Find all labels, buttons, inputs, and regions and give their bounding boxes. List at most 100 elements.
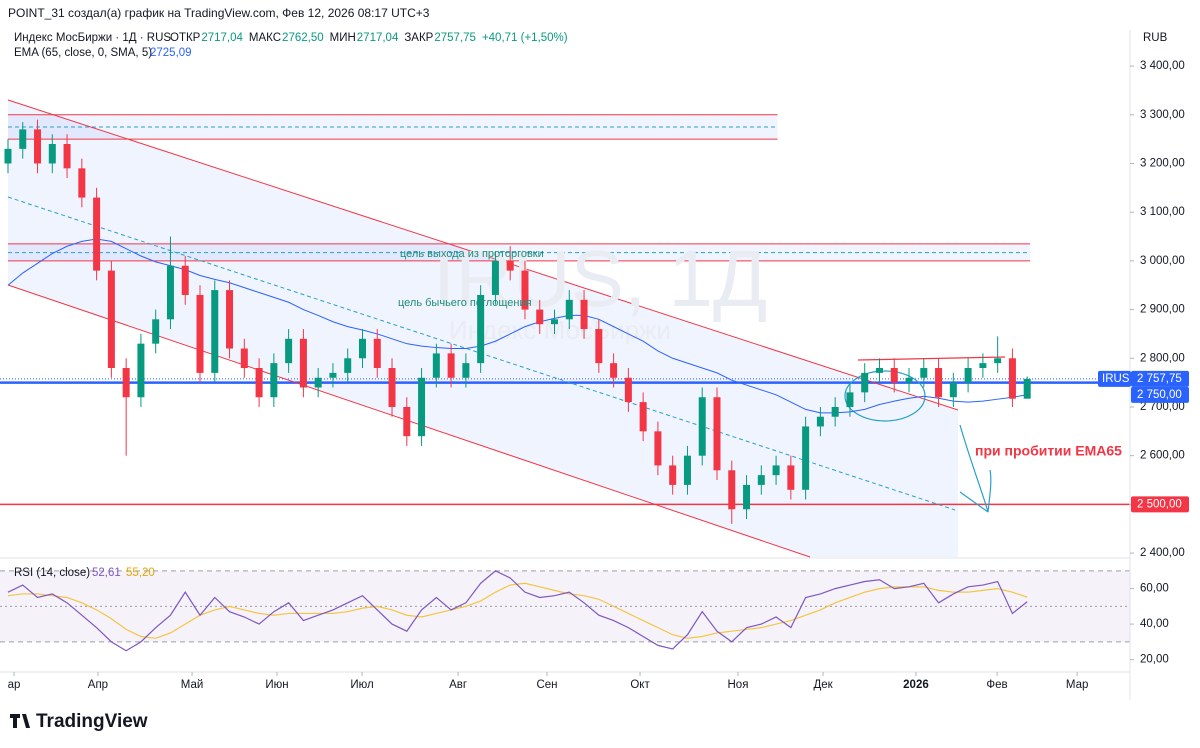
candle-body bbox=[698, 397, 706, 456]
legend-symbol: Индекс МосБиржи · 1Д · RUS bbox=[14, 32, 171, 44]
candle-body bbox=[122, 368, 130, 398]
candle-body bbox=[329, 372, 337, 378]
legend-field-value: 2762,50 bbox=[282, 32, 324, 44]
level-tag: 2 750,00 bbox=[1137, 389, 1182, 401]
x-tick-label: Дек bbox=[813, 679, 833, 691]
candle-body bbox=[314, 377, 322, 388]
candle-body bbox=[19, 129, 27, 149]
rsi-ma-legend-value: 55,20 bbox=[126, 567, 155, 579]
rsi-legend: RSI (14, close) bbox=[14, 567, 90, 579]
logo-icon bbox=[10, 714, 30, 728]
candle-body bbox=[226, 290, 234, 349]
candle-body bbox=[358, 338, 366, 359]
ema-line bbox=[7, 238, 1028, 414]
legend-field-value: 2757,75 bbox=[434, 32, 476, 44]
last-price-tag: 2 757,75 bbox=[1137, 373, 1182, 385]
candle-body bbox=[240, 348, 248, 369]
y-tick-label: 2 800,00 bbox=[1140, 352, 1185, 364]
x-tick-label: Фев bbox=[986, 679, 1007, 691]
y-tick-label: 60,00 bbox=[1140, 583, 1169, 595]
candle-body bbox=[521, 270, 529, 310]
candle-body bbox=[846, 392, 854, 407]
candle-body bbox=[152, 319, 160, 344]
level-tag: 2 500,00 bbox=[1137, 498, 1182, 510]
candle-body bbox=[683, 455, 691, 485]
annotation: цель бычьего поглощения bbox=[398, 297, 532, 309]
legend-change: +40,71 (+1,50%) bbox=[482, 32, 568, 44]
level-tag-bg bbox=[1131, 496, 1189, 513]
legend-field-label: ОТКР bbox=[170, 32, 201, 44]
candle-body bbox=[890, 368, 898, 383]
candle-body bbox=[211, 290, 219, 373]
x-tick-label: Мар bbox=[1066, 679, 1089, 691]
channel-upper bbox=[7, 99, 959, 411]
candle-body bbox=[255, 368, 263, 398]
legend-field-label: МИН bbox=[330, 32, 356, 44]
ema-legend-value: 2725,09 bbox=[150, 47, 192, 59]
symbol-tag: IRUS bbox=[1102, 373, 1130, 385]
candle-body bbox=[565, 299, 573, 320]
candle-body bbox=[491, 260, 499, 295]
drawings: IRUS, 1Д Индекс МосБиржи bbox=[7, 99, 1006, 558]
candle-body bbox=[875, 368, 883, 373]
candle-body bbox=[639, 402, 647, 432]
candle-body bbox=[935, 368, 943, 398]
candle-body bbox=[669, 465, 677, 485]
legend-field-value: 2717,04 bbox=[201, 32, 243, 44]
level-tag-bg bbox=[1131, 386, 1189, 403]
y-tick-label: 3 100,00 bbox=[1140, 206, 1185, 218]
legend-field-label: МАКС bbox=[249, 32, 281, 44]
candle-body bbox=[861, 372, 869, 393]
y-tick-label: 3 300,00 bbox=[1140, 109, 1185, 121]
y-tick-label: 2 400,00 bbox=[1140, 547, 1185, 559]
candle-body bbox=[964, 368, 972, 383]
candle-body bbox=[1023, 378, 1031, 399]
resistance-line bbox=[857, 356, 1006, 361]
candle-body bbox=[344, 358, 352, 373]
candle-body bbox=[654, 431, 662, 466]
candle-body bbox=[373, 338, 381, 369]
x-tick-label: Ноя bbox=[728, 679, 749, 691]
candle-body bbox=[787, 465, 795, 490]
arrow bbox=[959, 424, 992, 513]
candle-body bbox=[713, 397, 721, 471]
candle-body bbox=[816, 416, 824, 427]
annotation: цель выхода из проторговки bbox=[400, 248, 544, 260]
watermark-sub: Индекс МосБиржи bbox=[449, 315, 671, 345]
candle-body bbox=[48, 143, 56, 164]
candle-body bbox=[93, 197, 101, 271]
candle-body bbox=[166, 265, 174, 320]
candle-body bbox=[551, 319, 559, 325]
x-tick-label: Апр bbox=[88, 679, 108, 691]
x-tick-label: Июн bbox=[265, 679, 288, 691]
candle-body bbox=[403, 406, 411, 437]
candle-body bbox=[462, 363, 470, 378]
ema-legend: EMA (65, close, 0, SMA, 5) bbox=[14, 47, 152, 59]
watermark: IRUS, 1Д bbox=[433, 234, 767, 323]
candle-body bbox=[920, 368, 928, 378]
candle-body bbox=[506, 260, 514, 271]
last-price-tag-bg bbox=[1131, 370, 1189, 387]
candle-body bbox=[34, 129, 42, 164]
logo: TradingView bbox=[10, 711, 148, 732]
candle-body bbox=[1008, 358, 1016, 399]
x-tick-label: Авг bbox=[449, 679, 467, 691]
candle-body bbox=[137, 343, 145, 398]
candle-body bbox=[994, 358, 1002, 364]
candle-body bbox=[196, 294, 204, 373]
candle-body bbox=[63, 143, 71, 169]
logo-text: TradingView bbox=[36, 711, 148, 732]
candle-body bbox=[624, 377, 632, 403]
candle-body bbox=[418, 377, 426, 437]
axes: 2 400,00 2 500,00 2 600,00 2 700,00 2 800,00… bbox=[8, 60, 1189, 691]
x-tick-label: 2026 bbox=[903, 679, 929, 691]
x-tick-label: Окт bbox=[630, 679, 650, 691]
candle-body bbox=[4, 148, 12, 164]
candle-body bbox=[979, 363, 987, 369]
candle-body bbox=[580, 299, 588, 330]
candle-body bbox=[610, 363, 618, 378]
x-tick-label: Сен bbox=[536, 679, 557, 691]
candle-body bbox=[107, 270, 115, 369]
candle-body bbox=[802, 426, 810, 490]
